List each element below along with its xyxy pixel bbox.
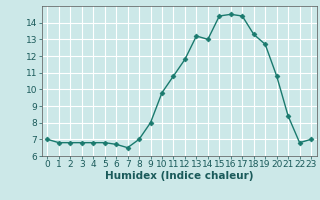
X-axis label: Humidex (Indice chaleur): Humidex (Indice chaleur) xyxy=(105,171,253,181)
